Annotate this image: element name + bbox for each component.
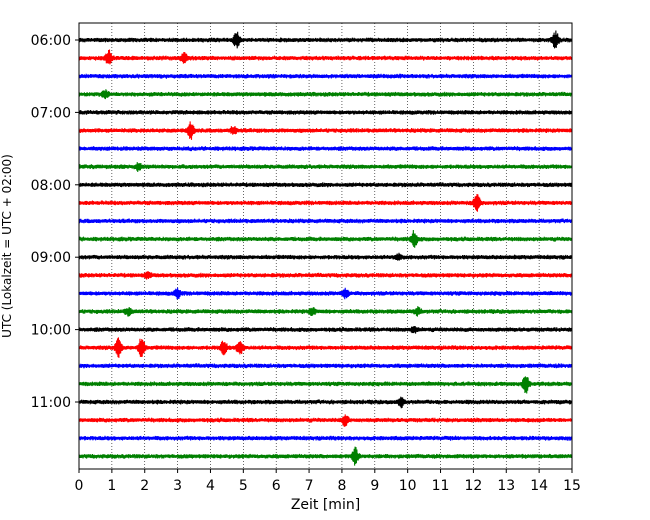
trace-line (78, 363, 573, 369)
trace-line (78, 30, 573, 49)
grid-lines (111, 23, 540, 469)
trace-line (78, 89, 573, 100)
x-tick-label: 10 (399, 478, 417, 494)
x-tick-label: 15 (563, 478, 581, 494)
trace-line (78, 193, 573, 212)
trace-line (78, 109, 573, 115)
x-tick-label: 6 (272, 478, 281, 494)
x-tick-label: 0 (75, 478, 84, 494)
trace-line (78, 49, 573, 65)
x-tick-label: 8 (337, 478, 346, 494)
y-tick-label: 06:00 (31, 33, 71, 49)
seismic-traces (78, 30, 573, 466)
trace-line (78, 306, 573, 317)
trace-line (78, 396, 573, 409)
x-axis-ticks: 0 1 2 3 4 5 6 7 8 9 10 11 12 13 14 15 (75, 469, 581, 494)
y-tick-label: 07:00 (31, 105, 71, 121)
x-tick-label: 11 (432, 478, 450, 494)
y-axis-ticks: 06:00 07:00 08:00 09:00 10:00 11:00 (31, 33, 79, 411)
trace-line (78, 121, 573, 140)
x-tick-label: 2 (140, 478, 149, 494)
y-tick-label: 09:00 (31, 250, 71, 266)
y-axis-label: UTC (Lokalzeit = UTC + 02:00) (0, 154, 14, 338)
x-tick-label: 4 (206, 478, 215, 494)
x-tick-label: 7 (305, 478, 314, 494)
trace-line (78, 446, 573, 466)
x-tick-label: 13 (497, 478, 515, 494)
trace-line (78, 376, 573, 394)
x-tick-label: 1 (107, 478, 116, 494)
plot-frame (78, 22, 573, 470)
trace-line (78, 182, 573, 188)
trace-line (78, 337, 573, 358)
trace-line (78, 162, 573, 172)
trace-line (78, 73, 573, 79)
trace-line (78, 435, 573, 441)
x-tick-label: 14 (530, 478, 548, 494)
x-tick-label: 9 (370, 478, 379, 494)
trace-line (78, 252, 573, 261)
trace-line (78, 229, 573, 248)
y-tick-label: 08:00 (31, 178, 71, 194)
x-axis-label: Zeit [min] (291, 497, 360, 513)
x-tick-label: 3 (173, 478, 182, 494)
trace-line (78, 218, 573, 224)
trace-line (78, 146, 573, 152)
y-tick-label: 10:00 (31, 323, 71, 339)
trace-line (78, 414, 573, 427)
x-tick-label: 12 (464, 478, 482, 494)
trace-line (78, 326, 573, 334)
trace-line (78, 287, 573, 300)
y-tick-label: 11:00 (31, 395, 71, 411)
x-tick-label: 5 (239, 478, 248, 494)
trace-line (78, 271, 573, 280)
